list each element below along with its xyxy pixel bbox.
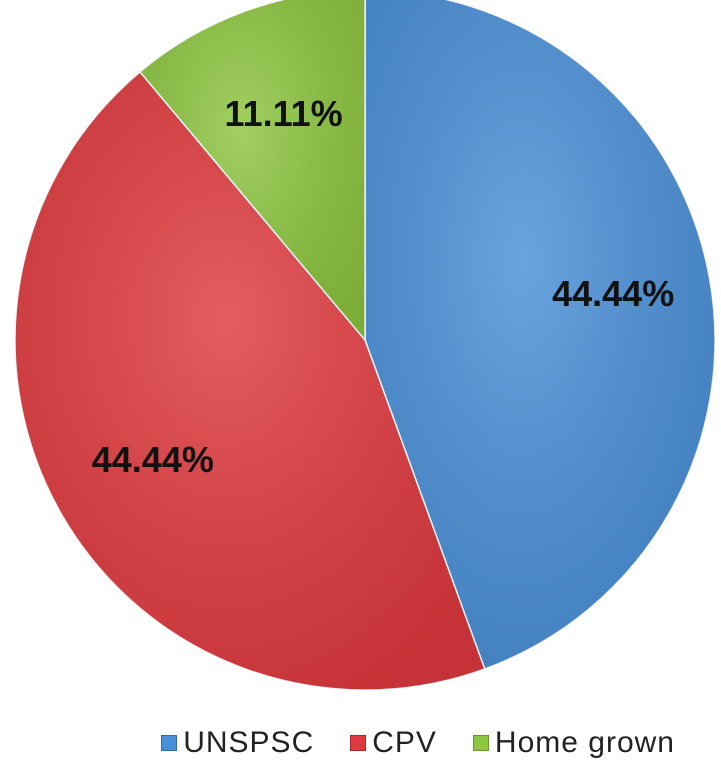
legend-swatch-unspsc [161, 735, 177, 751]
chart-legend: UNSPSC CPV Home grown [0, 722, 721, 764]
legend-item-home-grown: Home grown [473, 726, 675, 760]
legend-swatch-cpv [350, 735, 366, 751]
data-label-unspsc: 44.44% [552, 273, 674, 314]
legend-label-home-grown: Home grown [495, 726, 675, 760]
legend-swatch-home-grown [473, 735, 489, 751]
data-label-cpv: 44.44% [92, 439, 214, 480]
legend-label-cpv: CPV [372, 726, 437, 760]
legend-label-unspsc: UNSPSC [183, 726, 314, 760]
data-label-home-grown: 11.11% [225, 93, 343, 134]
legend-item-unspsc: UNSPSC [161, 726, 314, 760]
legend-item-cpv: CPV [350, 726, 437, 760]
